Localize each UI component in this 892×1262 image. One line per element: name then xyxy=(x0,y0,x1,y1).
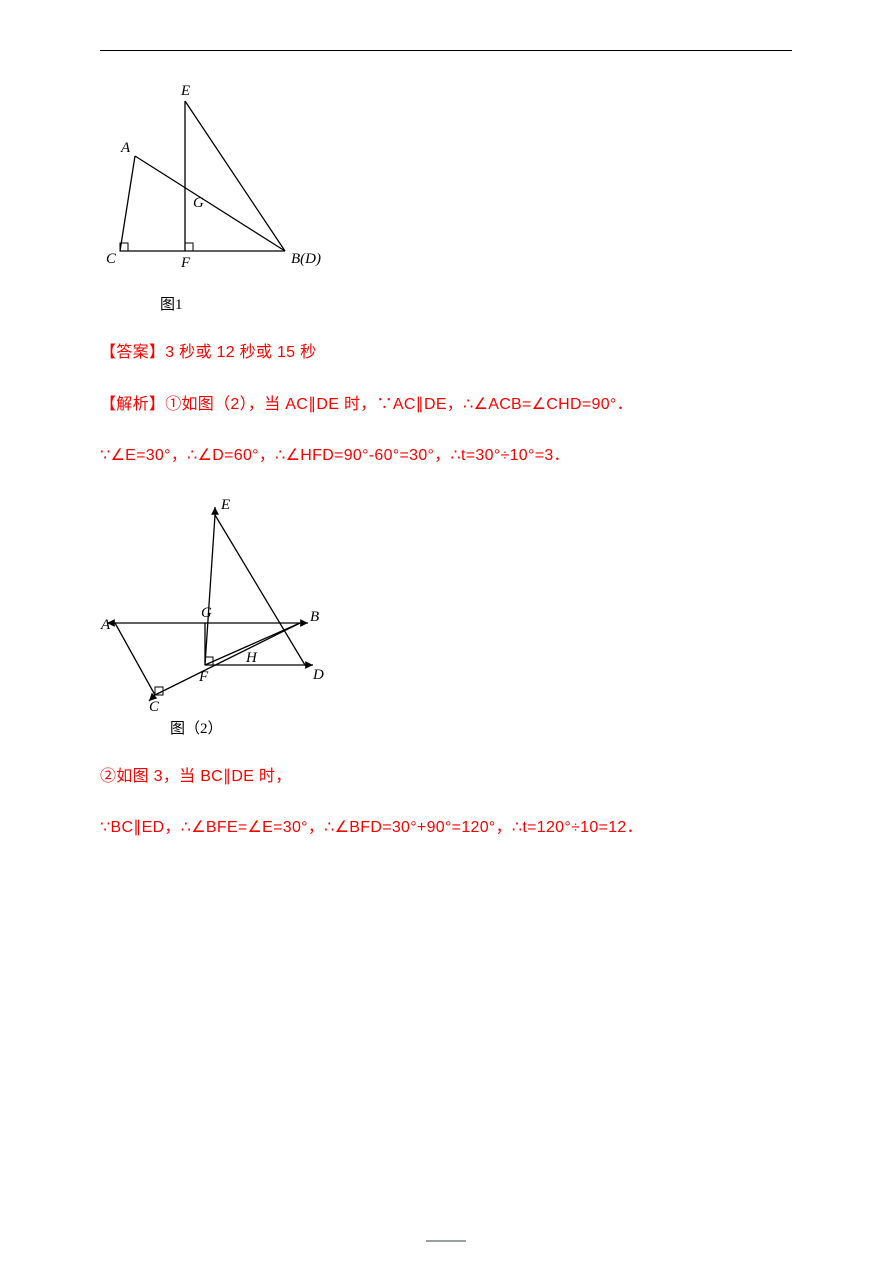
analysis-line-3: ②如图 3，当 BC∥DE 时， xyxy=(100,764,792,790)
svg-text:G: G xyxy=(193,195,204,211)
svg-text:F: F xyxy=(180,255,191,271)
svg-text:D: D xyxy=(312,667,324,683)
svg-text:C: C xyxy=(106,251,117,267)
analysis-line-1: 【解析】①如图（2），当 AC∥DE 时，∵AC∥DE，∴∠ACB=∠CHD=9… xyxy=(100,392,792,418)
svg-text:B(D): B(D) xyxy=(291,251,321,267)
page: C F B(D) A E G 图1 【答案】3 秒或 12 秒或 15 秒 【解析】①如图… xyxy=(0,0,892,1262)
figure-1-svg: C F B(D) A E G xyxy=(100,81,330,291)
analysis-line-4: ∵BC∥ED，∴∠BFE=∠E=30°，∴∠BFD=30°+90°=120°，∴… xyxy=(100,815,792,841)
svg-text:B: B xyxy=(310,609,319,625)
analysis-line-2: ∵∠E=30°，∴∠D=60°，∴∠HFD=90°-60°=30°，∴t=30°… xyxy=(100,443,792,469)
svg-text:H: H xyxy=(245,650,258,666)
svg-text:E: E xyxy=(180,83,190,99)
figure-2: A B G E F D C H 图（2） xyxy=(100,495,792,738)
figure-2-svg: A B G E F D C H xyxy=(100,495,330,715)
figure-2-caption: 图（2） xyxy=(100,717,792,738)
svg-text:A: A xyxy=(100,617,111,633)
answer-text: 【答案】3 秒或 12 秒或 15 秒 xyxy=(100,340,792,366)
top-horizontal-rule xyxy=(100,50,792,51)
svg-text:E: E xyxy=(220,497,230,513)
svg-text:F: F xyxy=(198,669,209,685)
figure-1: C F B(D) A E G 图1 xyxy=(100,81,792,314)
svg-text:C: C xyxy=(149,699,160,715)
footer-dash xyxy=(426,1240,466,1242)
svg-text:G: G xyxy=(201,605,212,621)
figure-1-caption: 图1 xyxy=(100,293,792,314)
svg-text:A: A xyxy=(120,140,131,156)
